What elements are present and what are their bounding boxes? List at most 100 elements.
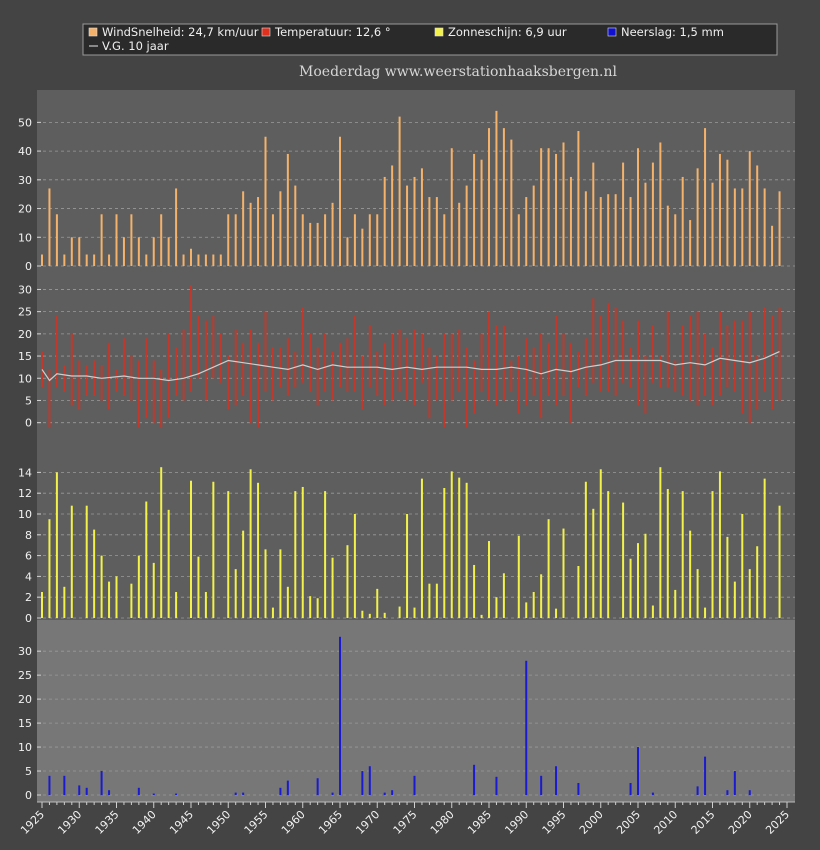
zonneschijn-bar	[204, 592, 207, 618]
zonneschijn-bar	[599, 469, 602, 618]
y-tick-label: 5	[25, 394, 32, 407]
temperatuur-range-bar	[234, 329, 237, 405]
windsnelheid-bar	[212, 254, 215, 266]
temperatuur-range-bar	[726, 324, 729, 388]
windsnelheid-bar	[271, 214, 274, 266]
zonneschijn-bar	[70, 505, 73, 618]
zonneschijn-bar	[480, 614, 483, 618]
zonneschijn-bar	[212, 481, 215, 618]
y-tick-label: 40	[18, 145, 32, 158]
neerslag-bar	[577, 783, 580, 795]
temperatuur-range-bar	[108, 342, 111, 410]
temperatuur-range-bar	[48, 369, 51, 428]
y-tick-label: 14	[18, 466, 32, 479]
neerslag-bar	[696, 786, 699, 795]
zonneschijn-bar	[689, 530, 692, 618]
zonneschijn-bar	[100, 555, 103, 618]
y-tick-label: 0	[25, 789, 32, 802]
temperatuur-range-bar	[167, 333, 170, 419]
windsnelheid-bar	[115, 214, 118, 266]
legend-swatch-1	[261, 27, 271, 37]
zonneschijn-bar	[629, 558, 632, 618]
temperatuur-range-bar	[197, 316, 200, 379]
temperatuur-range-bar	[741, 320, 744, 414]
windsnelheid-bar	[704, 128, 707, 266]
temperatuur-range-bar	[547, 342, 550, 397]
temperatuur-range-bar	[286, 338, 289, 397]
zonneschijn-bar	[160, 467, 163, 618]
temperatuur-range-bar	[212, 316, 215, 379]
temperatuur-range-bar	[398, 329, 401, 392]
windsnelheid-bar	[763, 188, 766, 266]
zonneschijn-bar	[93, 529, 96, 618]
windsnelheid-bar	[644, 182, 647, 266]
temperatuur-range-bar	[55, 316, 58, 388]
windsnelheid-bar	[458, 202, 461, 266]
temperatuur-range-bar	[137, 360, 140, 428]
zonneschijn-bar	[488, 541, 490, 618]
zonneschijn-bar	[346, 545, 349, 618]
legend-swatch-3	[607, 27, 617, 37]
windsnelheid-bar	[294, 185, 297, 266]
chart-panels: 0 10 20 30 40 50 0 5 10 15 20 25 30 0 2 4 6 8 10 12 14 0 5 10 15…	[18, 110, 795, 802]
temperatuur-range-bar	[257, 342, 260, 428]
zonneschijn-bar	[361, 610, 364, 618]
windsnelheid-bar	[659, 142, 662, 266]
windsnelheid-bar	[510, 139, 513, 266]
legend-label-3: Neerslag: 1,5 mm	[621, 25, 724, 39]
windsnelheid-bar	[145, 254, 148, 266]
temperatuur-range-bar	[391, 333, 394, 401]
chart-title: Moederdag www.weerstationhaaksbergen.nl	[299, 64, 617, 80]
windsnelheid-bar	[48, 188, 51, 266]
windsnelheid-bar	[517, 214, 520, 266]
temperatuur-range-bar	[771, 316, 774, 410]
windsnelheid-bar	[525, 197, 528, 266]
neerslag-bar	[704, 756, 707, 795]
windsnelheid-bar	[398, 116, 401, 266]
y-tick-label: 2	[25, 591, 32, 604]
zonneschijn-bar	[547, 519, 550, 618]
neerslag-bar	[525, 660, 528, 795]
y-tick-label: 30	[18, 174, 32, 187]
windsnelheid-bar	[689, 220, 692, 266]
neerslag-bar	[473, 764, 476, 795]
windsnelheid-bar	[167, 237, 170, 266]
zonneschijn-bar	[495, 597, 498, 618]
y-tick-label: 10	[18, 741, 32, 754]
temperatuur-range-bar	[301, 307, 304, 383]
legend-label-2: Zonneschijn: 6,9 uur	[448, 25, 567, 39]
zonneschijn-bar	[458, 477, 461, 618]
zonneschijn-bar	[413, 607, 416, 618]
zonneschijn-bar	[301, 486, 304, 618]
windsnelheid-bar	[577, 130, 580, 266]
zonneschijn-bar	[190, 480, 192, 618]
windsnelheid-bar	[547, 148, 550, 266]
zonneschijn-bar	[316, 598, 319, 618]
zonneschijn-bar	[324, 491, 327, 618]
temperatuur-range-bar	[100, 364, 103, 401]
y-tick-label: 0	[25, 260, 32, 273]
temperatuur-range-bar	[406, 338, 409, 401]
windsnelheid-bar	[614, 194, 617, 266]
zonneschijn-bar	[85, 505, 88, 618]
zonneschijn-bar	[257, 482, 260, 618]
zonneschijn-bar	[428, 583, 431, 618]
windsnelheid-bar	[286, 153, 289, 266]
temperatuur-range-bar	[763, 307, 766, 392]
y-tick-label: 10	[18, 231, 32, 244]
panel-zonneschijn: 0 2 4 6 8 10 12 14	[18, 466, 795, 625]
temperatuur-range-bar	[63, 364, 66, 392]
neerslag-bar	[85, 787, 88, 795]
zonneschijn-bar	[108, 581, 111, 618]
temperatuur-range-bar	[778, 307, 781, 401]
windsnelheid-bar	[63, 254, 66, 266]
neerslag-bar	[651, 792, 654, 795]
windsnelheid-bar	[316, 222, 319, 266]
temperatuur-range-bar	[85, 364, 88, 397]
windsnelheid-bar	[339, 136, 341, 266]
temperatuur-trend-line	[41, 351, 780, 382]
windsnelheid-bar	[70, 237, 73, 266]
temperatuur-range-bar	[614, 307, 617, 397]
temperatuur-range-bar	[152, 360, 155, 423]
zonneschijn-bar	[331, 557, 334, 618]
